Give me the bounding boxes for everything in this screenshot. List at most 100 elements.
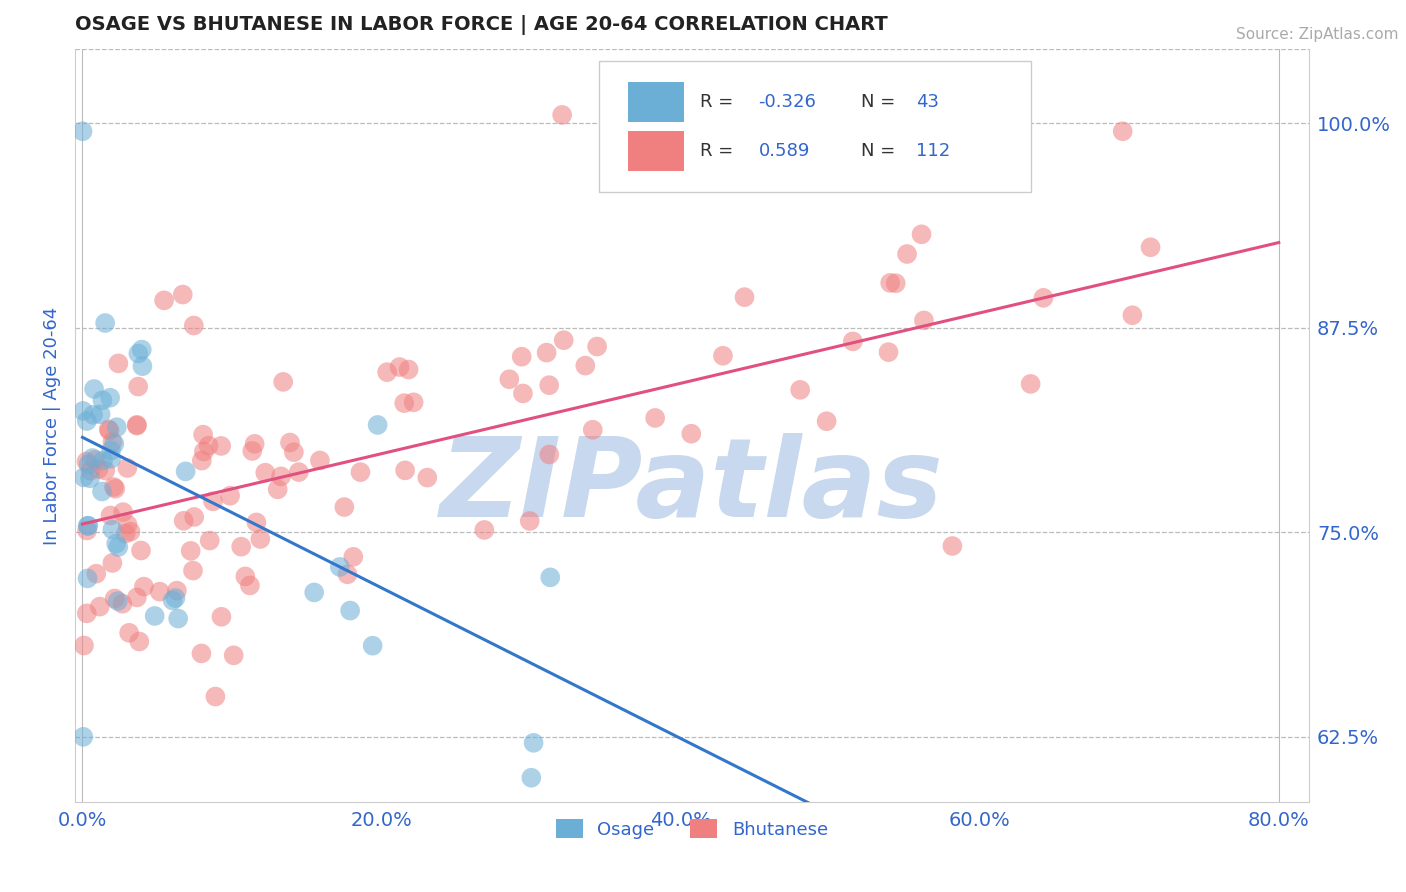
Point — [84, 566, 107, 581]
Point — [219, 489, 242, 503]
Point — [127, 379, 149, 393]
Point — [165, 591, 187, 605]
Point — [77, 458, 100, 472]
Point — [76, 519, 98, 533]
Point — [100, 443, 122, 458]
Point — [117, 461, 139, 475]
Point — [103, 437, 125, 451]
Point — [101, 556, 124, 570]
Point — [72, 730, 94, 744]
Point — [91, 453, 114, 467]
Point — [329, 560, 352, 574]
Point — [392, 396, 415, 410]
Point — [127, 346, 149, 360]
Point — [245, 516, 267, 530]
Point — [153, 293, 176, 308]
Point — [79, 464, 101, 478]
Point — [510, 350, 533, 364]
Point — [105, 536, 128, 550]
Point — [132, 580, 155, 594]
Point — [538, 378, 561, 392]
Point — [82, 450, 104, 465]
Point — [209, 439, 232, 453]
Point — [789, 383, 811, 397]
Point — [105, 420, 128, 434]
Point — [910, 227, 932, 242]
Text: R =: R = — [700, 93, 740, 112]
Point — [842, 334, 865, 349]
Point — [149, 584, 172, 599]
Point — [877, 345, 900, 359]
Point — [76, 571, 98, 585]
Point — [101, 523, 124, 537]
Point — [1032, 291, 1054, 305]
Legend: Osage, Bhutanese: Osage, Bhutanese — [548, 812, 835, 846]
Text: N =: N = — [860, 93, 901, 112]
Point — [398, 362, 420, 376]
Point — [89, 599, 111, 614]
Point — [112, 505, 135, 519]
Point — [271, 375, 294, 389]
Point — [191, 427, 214, 442]
Point — [100, 508, 122, 523]
Point — [91, 393, 114, 408]
Point — [76, 607, 98, 621]
Point — [512, 386, 534, 401]
Point — [77, 518, 100, 533]
Point — [183, 318, 205, 333]
Point — [240, 444, 263, 458]
Point — [98, 424, 121, 438]
Point — [84, 453, 107, 467]
Point — [233, 569, 256, 583]
Point — [204, 690, 226, 704]
Point — [309, 453, 332, 467]
Point — [94, 464, 117, 478]
Point — [815, 414, 838, 428]
Point — [941, 539, 963, 553]
Point — [98, 391, 121, 405]
Point — [586, 339, 609, 353]
Point — [94, 316, 117, 330]
Point — [166, 583, 188, 598]
Point — [254, 466, 277, 480]
Point — [75, 454, 97, 468]
Y-axis label: In Labor Force | Age 20-64: In Labor Force | Age 20-64 — [44, 307, 60, 545]
Point — [375, 365, 398, 379]
Point — [388, 359, 411, 374]
Point — [278, 435, 301, 450]
Point — [1019, 376, 1042, 391]
Point — [173, 514, 195, 528]
Point — [101, 434, 124, 449]
Point — [734, 290, 756, 304]
Point — [125, 591, 148, 605]
Point — [100, 451, 122, 466]
Point — [288, 465, 311, 479]
Point — [498, 372, 520, 386]
Point — [270, 469, 292, 483]
Point — [131, 343, 153, 357]
Point — [202, 494, 225, 508]
Point — [342, 549, 364, 564]
Point — [367, 417, 389, 432]
Text: -0.326: -0.326 — [758, 93, 817, 112]
Point — [76, 414, 98, 428]
Point — [1121, 308, 1143, 322]
Point — [249, 532, 271, 546]
Point — [349, 465, 371, 479]
Point — [83, 382, 105, 396]
Point — [879, 276, 901, 290]
Point — [239, 578, 262, 592]
Point — [416, 470, 439, 484]
Point — [681, 426, 703, 441]
Point — [582, 423, 605, 437]
Point — [644, 411, 666, 425]
Point — [197, 439, 219, 453]
Point — [104, 591, 127, 606]
Point — [167, 611, 190, 625]
Point — [267, 483, 290, 497]
Point — [128, 634, 150, 648]
Point — [538, 448, 561, 462]
Point — [172, 287, 194, 301]
Point — [174, 464, 197, 478]
Point — [73, 470, 96, 484]
